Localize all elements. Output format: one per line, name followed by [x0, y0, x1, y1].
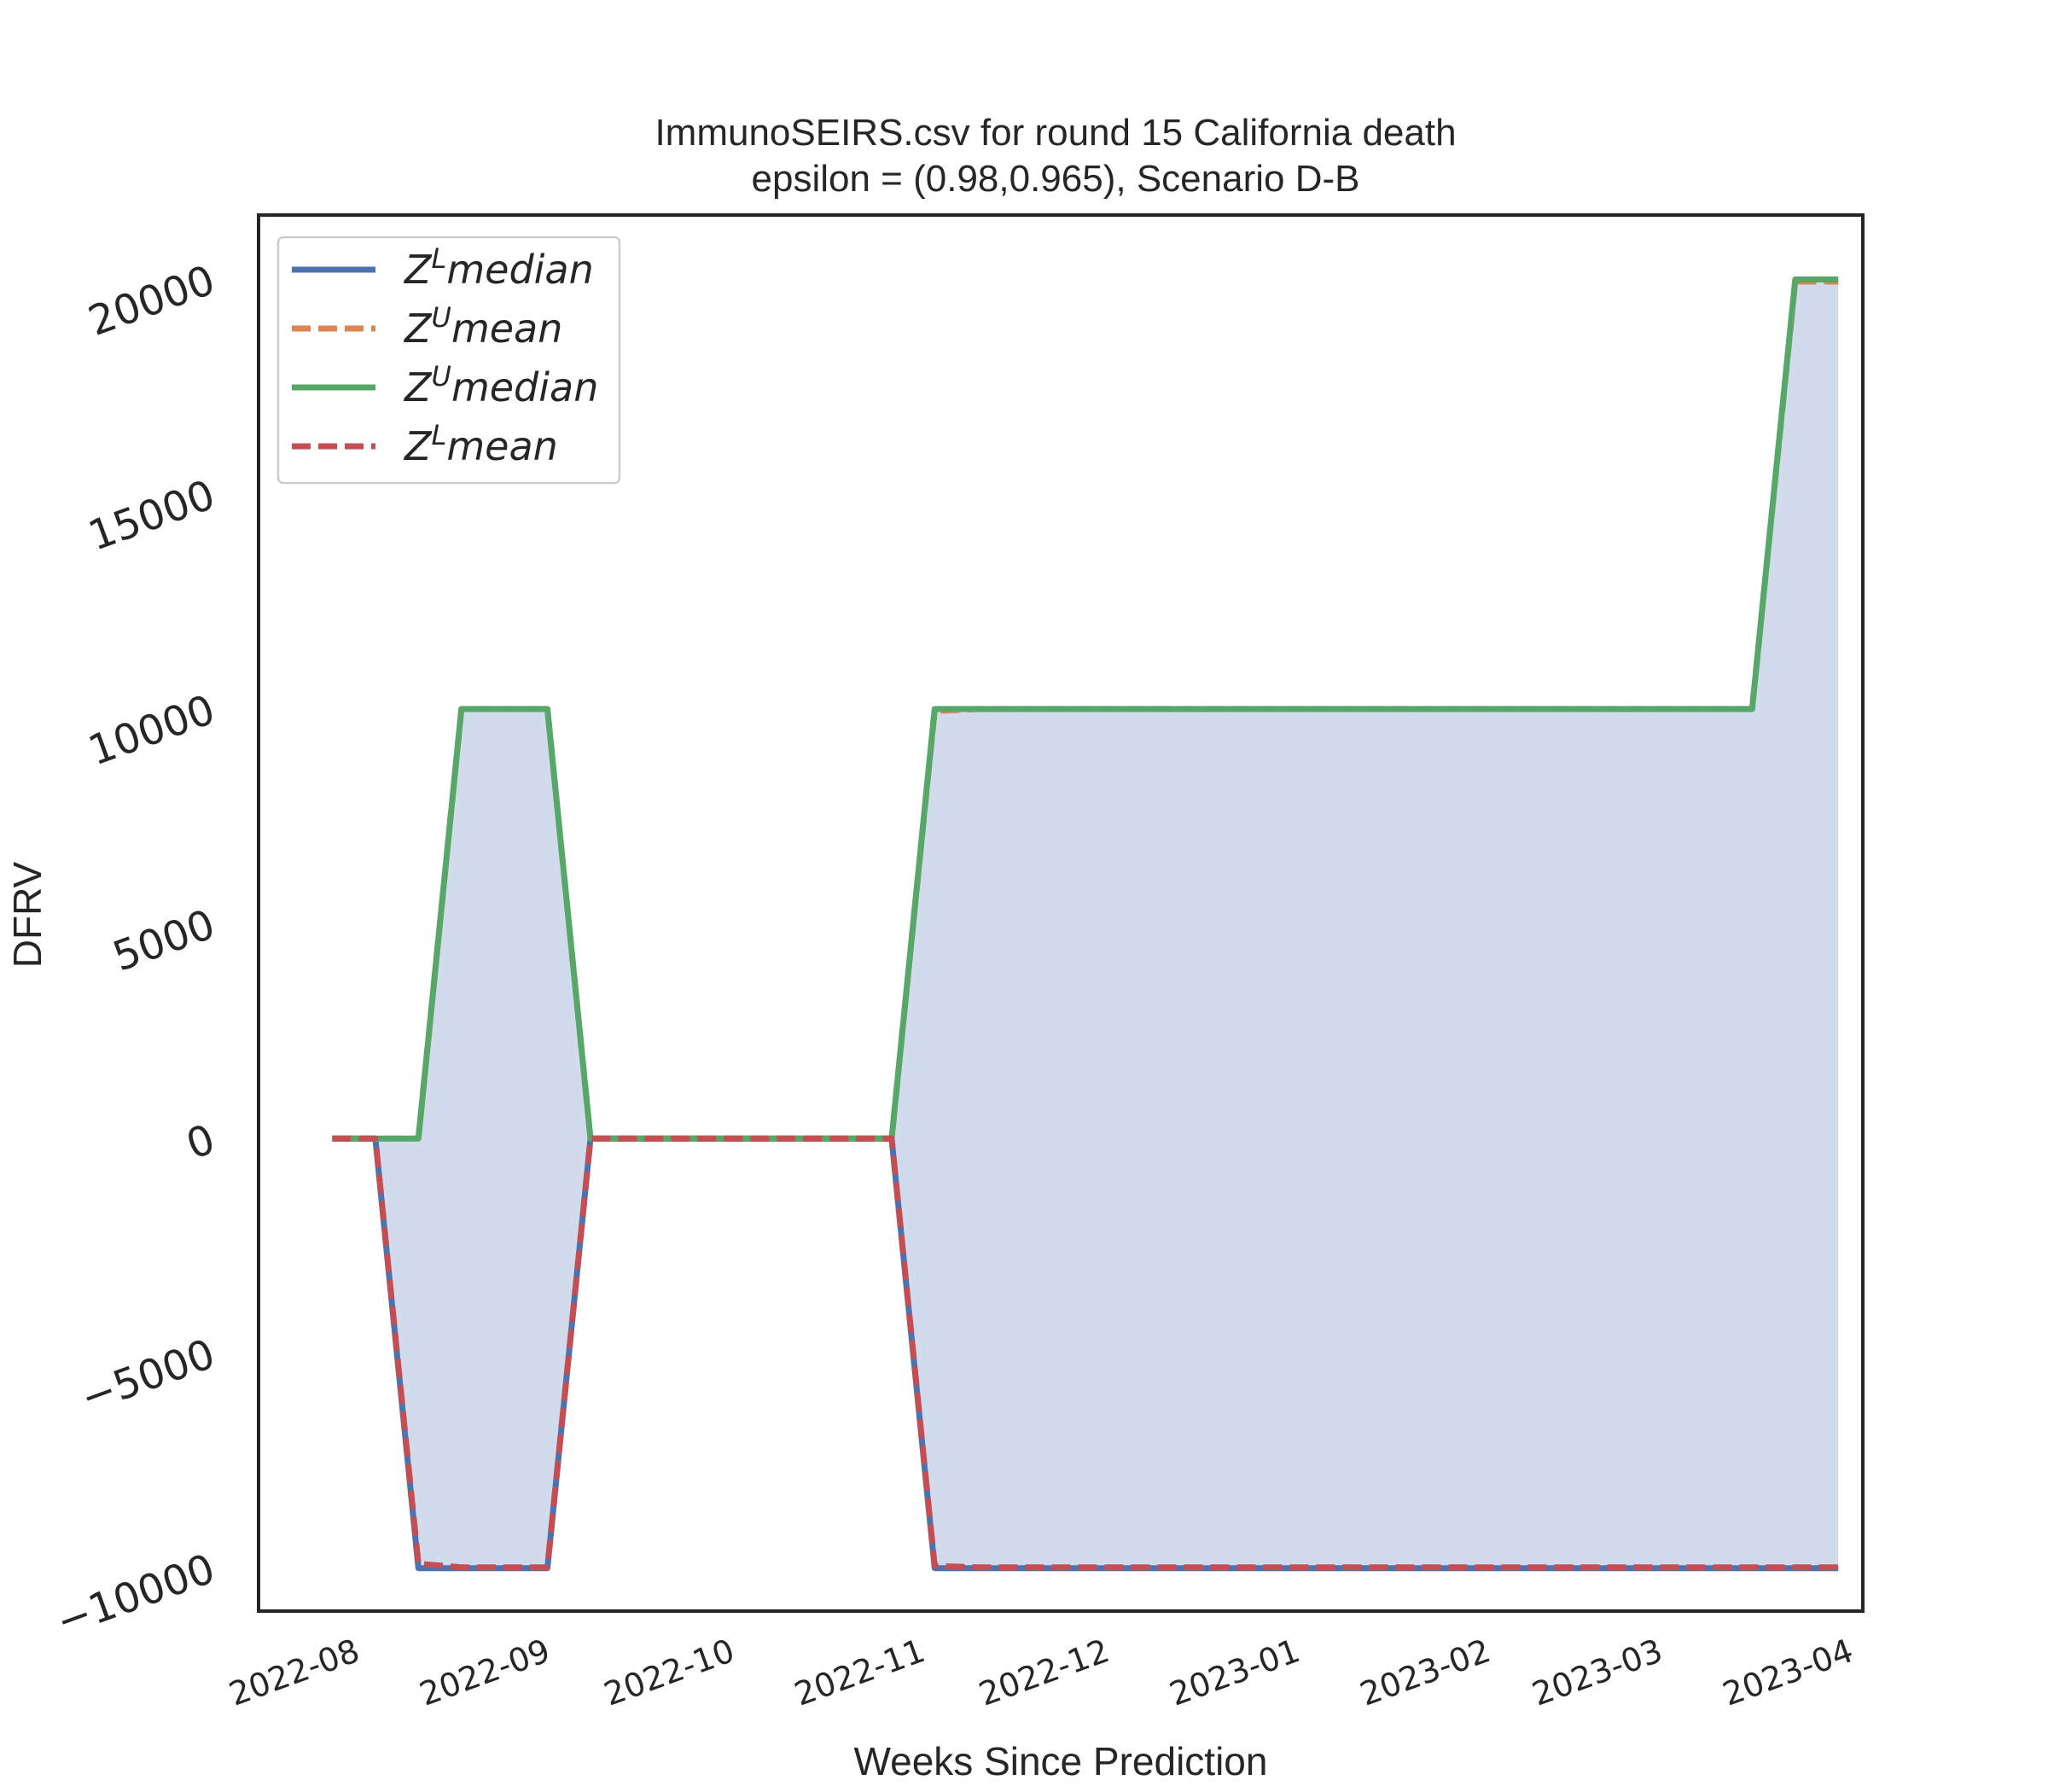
series-line-4: [332, 1135, 1839, 1571]
y-tick-label-1: −10000: [50, 1545, 221, 1646]
chart-title-line-1: ImmunoSEIRS.csv for round 15 California …: [655, 112, 1456, 154]
x-tick-label-5: 2022-12: [974, 1632, 1114, 1713]
x-tick-label-4: 2022-11: [789, 1632, 929, 1713]
x-axis-label: Weeks Since Prediction: [854, 1739, 1268, 1783]
legend: ZLmedian ZUmean ZUmedian ZLmean: [276, 236, 621, 485]
x-tick-label-3: 2022-10: [599, 1632, 739, 1713]
legend-label-4: ZLmean: [403, 419, 558, 469]
x-tick-label-7: 2023-02: [1355, 1632, 1495, 1713]
chart-title-line-2: epsilon = (0.98,0.965), Scenario D-B: [752, 158, 1360, 200]
legend-label-1: ZLmedian: [403, 242, 594, 293]
y-tick-label-4: 5000: [107, 900, 221, 980]
series-line-3: [332, 276, 1839, 1142]
x-tick-label-2: 2022-09: [415, 1632, 555, 1713]
plot-frame: [257, 213, 1865, 1613]
plot-area: [332, 276, 1839, 1572]
x-tick-label-8: 2023-03: [1527, 1632, 1667, 1713]
y-axis-label: DFRV: [5, 861, 49, 968]
legend-items: ZLmedian ZUmean ZUmedian ZLmean: [292, 242, 598, 469]
x-tick-label-9: 2023-04: [1718, 1632, 1858, 1713]
y-tick-label-5: 10000: [82, 686, 221, 776]
uncertainty-band: [332, 279, 1839, 1568]
legend-label-3: ZUmedian: [403, 360, 598, 410]
x-tick-label-6: 2023-01: [1165, 1632, 1305, 1713]
y-axis-ticks: −10000 −5000 0 5000 10000 15000 20000: [50, 256, 221, 1646]
series-lines: [332, 276, 1839, 1572]
x-tick-label-1: 2022-08: [224, 1632, 364, 1713]
y-tick-label-2: −5000: [74, 1330, 221, 1423]
x-axis-ticks: 2022-08 2022-09 2022-10 2022-11 2022-12 2023-…: [224, 1632, 1859, 1713]
legend-label-2: ZUmean: [403, 301, 562, 352]
y-tick-label-3: 0: [180, 1115, 221, 1169]
y-tick-label-6: 15000: [82, 471, 221, 561]
y-tick-label-7: 20000: [82, 256, 221, 346]
legend-box: [276, 236, 621, 485]
